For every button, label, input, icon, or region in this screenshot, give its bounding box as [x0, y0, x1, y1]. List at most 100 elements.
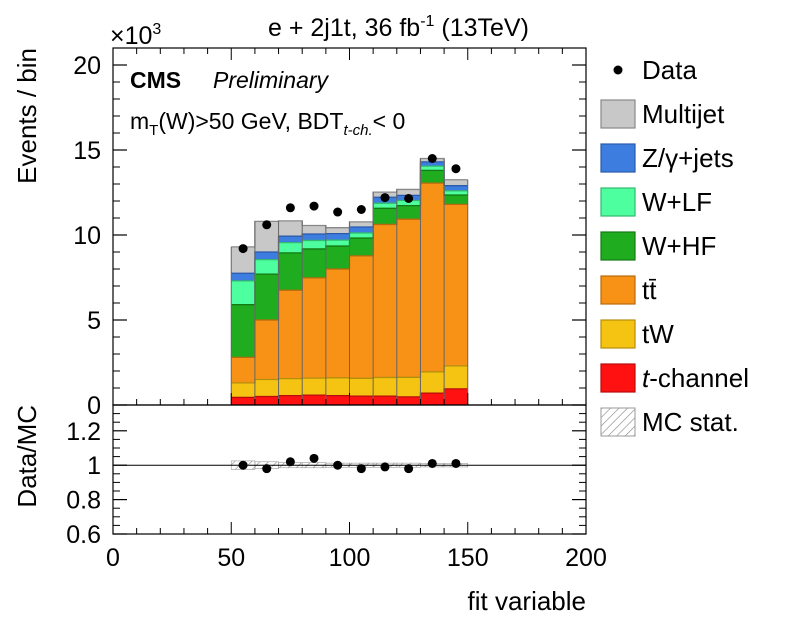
legend-label-tw: tW: [642, 319, 674, 349]
bar-zjets: [231, 273, 255, 281]
y-tick-label: 20: [73, 52, 101, 80]
x-tick-label: 150: [447, 544, 489, 572]
legend-item-tw: tW: [600, 319, 674, 349]
legend-label-zjets: Z/γ+jets: [642, 143, 734, 173]
bar-wlf: [302, 240, 326, 249]
x-tick-label: 200: [565, 544, 607, 572]
bar-zjets: [302, 233, 326, 241]
ratio-point: [356, 464, 366, 474]
legend-label-wlf: W+LF: [642, 187, 712, 217]
bar-wlf: [231, 280, 255, 305]
y-tick-label: 15: [73, 137, 101, 165]
legend-swatch-whf: [600, 231, 636, 261]
bar-tw: [349, 378, 374, 397]
run-info-title: e + 2j1t, 36 fb-1 (13TeV): [268, 13, 529, 42]
bar-ttbar: [254, 320, 279, 380]
ratio-point: [262, 464, 272, 474]
bar-tchannel: [444, 388, 468, 405]
bar-whf: [325, 246, 350, 269]
ratio-y-tick-label: 0.8: [66, 487, 101, 515]
legend: Data Multijet Z/γ+jets W+LF W+HF tt̄ tW t-chann…: [600, 55, 749, 437]
bar-ttbar: [325, 269, 350, 378]
bar-wlf: [325, 240, 350, 247]
bar-wlf: [444, 190, 468, 196]
data-point: [380, 193, 390, 203]
x-tick-label: 50: [217, 544, 245, 572]
bar-whf: [349, 238, 374, 256]
bar-tchannel: [231, 397, 255, 405]
legend-item-multijet: Multijet: [600, 99, 725, 129]
legend-item-tchannel: t-channel: [600, 363, 749, 393]
legend-label-tchannel: t-channel: [642, 363, 749, 393]
data-point: [333, 207, 343, 217]
preliminary-label: Preliminary: [213, 67, 330, 93]
y-tick-label: 5: [87, 307, 101, 335]
legend-item-zjets: Z/γ+jets: [600, 143, 734, 173]
data-point: [404, 193, 414, 203]
legend-item-whf: W+HF: [600, 231, 716, 261]
bar-tw: [278, 378, 303, 396]
data-point: [238, 244, 248, 254]
ratio-point: [380, 462, 390, 472]
bar-tchannel: [373, 396, 397, 405]
data-points: [238, 154, 461, 254]
bar-tw: [373, 377, 397, 397]
bar-whf: [254, 274, 279, 320]
x-tick-label: 100: [329, 544, 371, 572]
ratio-point: [427, 458, 437, 468]
bar-zjets: [420, 161, 445, 167]
ratio-y-tick-label: 1: [87, 452, 101, 480]
ratio-y-tick-label: 0.6: [66, 521, 101, 549]
bar-tw: [420, 371, 445, 394]
bar-wlf: [254, 259, 279, 275]
ratio-y-tick-label: 1.2: [66, 418, 101, 446]
bar-multijet: [231, 246, 255, 274]
legend-swatch-wlf: [600, 187, 636, 217]
y-tick-label: 0: [87, 392, 101, 420]
ratio-axes: 0.6 0.8 1 1.2 0 50 100 150 200: [66, 413, 607, 572]
main-axes: 0 5 10 15 20: [73, 48, 587, 420]
legend-label-multijet: Multijet: [642, 99, 725, 129]
bar-multijet: [278, 220, 303, 237]
stacked-histograms: [230, 157, 469, 405]
data-point: [451, 164, 461, 174]
y-axis-label-bottom: Data/MC: [12, 405, 42, 508]
bar-tw: [302, 378, 326, 396]
ratio-point: [309, 453, 319, 463]
bar-tw: [396, 377, 421, 397]
bar-wlf: [278, 242, 303, 253]
ratio-point: [285, 457, 295, 467]
multiplier-label: ×103: [110, 21, 161, 50]
bar-ttbar: [396, 219, 421, 378]
legend-swatch-tchannel: [600, 363, 636, 393]
bar-zjets: [444, 185, 468, 191]
bar-whf: [396, 205, 421, 220]
legend-swatch-tw: [600, 319, 636, 349]
ratio-points: [238, 453, 461, 474]
bar-whf: [420, 170, 445, 184]
bar-zjets: [325, 233, 350, 241]
data-point: [427, 154, 437, 163]
bar-wlf: [349, 232, 374, 239]
legend-label-whf: W+HF: [642, 231, 716, 261]
bar-whf: [373, 208, 397, 225]
legend-swatch-mcstat: [600, 407, 636, 437]
bar-ttbar: [373, 224, 397, 378]
bar-multijet: [444, 179, 468, 186]
bar-tchannel: [325, 395, 350, 405]
legend-marker-data: [613, 65, 623, 75]
bar-tw: [231, 382, 255, 398]
bar-multijet: [349, 221, 374, 228]
bar-zjets: [254, 252, 279, 260]
legend-swatch-ttbar: [600, 275, 636, 305]
bar-ttbar: [302, 277, 326, 379]
bar-tchannel: [278, 395, 303, 405]
bar-whf: [278, 252, 303, 291]
selection-label: mT(W)>50 GeV, BDTt-ch.< 0: [130, 108, 405, 139]
data-point: [262, 220, 272, 230]
bar-ttbar: [420, 183, 445, 372]
x-axis-label: fit variable: [468, 586, 587, 616]
data-point: [309, 201, 319, 211]
legend-swatch-zjets: [600, 143, 636, 173]
